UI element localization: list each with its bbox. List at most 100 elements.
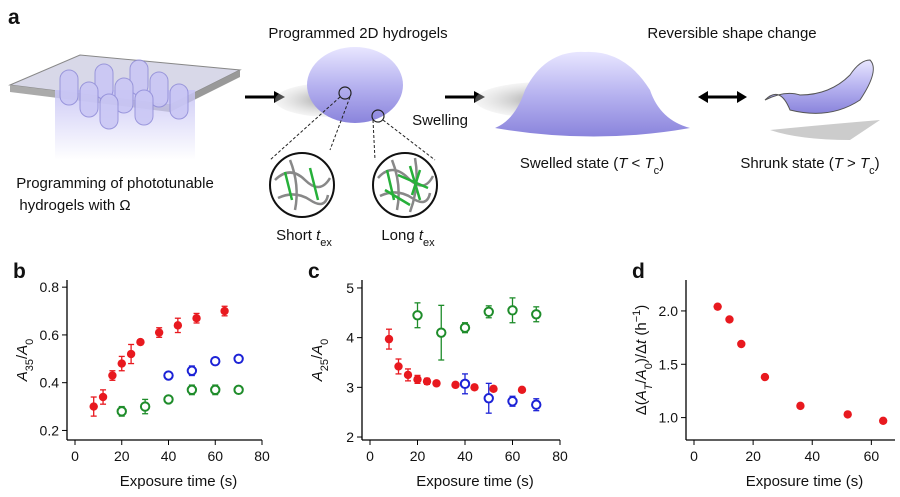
panel-label: a <box>8 6 20 29</box>
y-tick-label: 4 <box>346 330 354 346</box>
panel-label: c <box>308 260 320 283</box>
text-part: t <box>633 339 650 344</box>
x-tick-label: 60 <box>505 448 521 464</box>
point <box>796 401 805 411</box>
shrunk-gel <box>764 59 874 114</box>
point <box>186 365 198 376</box>
y-axis-label: A25/A0 <box>309 339 331 383</box>
x-tick-label: 40 <box>457 448 473 464</box>
photomask-illustration <box>8 54 242 160</box>
hydrogel <box>307 47 403 123</box>
text-part: ) <box>659 155 664 172</box>
text-part: T <box>860 155 871 172</box>
point <box>713 302 722 311</box>
point <box>233 353 244 365</box>
text-part: 25 <box>319 359 331 371</box>
zoom-lines <box>269 96 436 161</box>
x-tick-label: 80 <box>254 448 270 464</box>
text-part: ex <box>320 237 332 249</box>
point <box>394 362 403 371</box>
point <box>403 370 413 380</box>
point <box>760 372 770 382</box>
text-part: Long <box>381 227 419 244</box>
panel-label: d <box>632 260 645 283</box>
point <box>483 306 494 318</box>
point <box>210 355 221 367</box>
point <box>192 314 201 323</box>
text-part: A <box>309 345 326 356</box>
y-tick-label: 2.0 <box>659 303 679 319</box>
text-part: / <box>633 378 650 383</box>
point <box>116 406 127 417</box>
point <box>139 401 151 412</box>
y-axis-label: A35/A0 <box>14 339 36 383</box>
text-part: 0 <box>319 339 331 345</box>
text-part: ) <box>875 155 880 172</box>
text-part: ) <box>633 305 650 310</box>
x-tick-label: 0 <box>71 448 79 464</box>
point <box>725 315 734 324</box>
x-tick-label: 40 <box>804 448 820 464</box>
y-tick-label: 0.4 <box>40 375 60 391</box>
text-part: / <box>14 354 31 359</box>
text-part: A <box>633 390 650 401</box>
point <box>108 371 117 380</box>
label: Swelled state (T < Tc) <box>520 155 664 177</box>
heading: Reversible shape change <box>647 25 816 42</box>
point <box>89 402 98 411</box>
point <box>233 384 244 396</box>
text-part: 0 <box>643 363 655 369</box>
y-tick-label: 1.5 <box>659 356 679 372</box>
point <box>459 322 471 333</box>
text-part: Swelled state ( <box>520 155 618 172</box>
point <box>507 396 518 407</box>
point <box>483 393 494 404</box>
y-tick-label: 5 <box>346 280 354 296</box>
point <box>878 416 888 425</box>
text-part: A <box>633 369 650 380</box>
x-tick-label: 80 <box>552 448 568 464</box>
point <box>384 334 394 344</box>
point <box>163 370 174 381</box>
point <box>531 399 542 410</box>
network-long <box>372 152 438 218</box>
point <box>451 380 460 390</box>
point <box>470 383 479 392</box>
text-part: Short <box>276 227 316 244</box>
point <box>136 337 145 347</box>
text-part: 35 <box>24 359 36 371</box>
text-part: < <box>627 155 644 172</box>
point <box>186 384 198 396</box>
text-part: / <box>309 354 326 359</box>
text-part: A <box>14 371 31 382</box>
y-tick-label: 2 <box>346 429 354 445</box>
point <box>517 385 527 395</box>
point <box>98 392 108 402</box>
shadow <box>770 120 880 140</box>
y-tick-label: 1.0 <box>659 410 679 426</box>
point <box>737 339 746 349</box>
text-part: T <box>618 155 629 172</box>
text-part: Shrunk state ( <box>740 155 833 172</box>
x-tick-label: 20 <box>410 448 426 464</box>
network-short <box>269 152 335 218</box>
label: Programming of phototunable <box>16 175 214 192</box>
text-part: c <box>869 165 875 177</box>
text-part: (h <box>633 322 650 340</box>
text-part: T <box>645 155 656 172</box>
label: Short tex <box>276 227 332 249</box>
point <box>210 384 221 396</box>
text-part: T <box>834 155 845 172</box>
x-tick-label: 20 <box>745 448 761 464</box>
y-axis-label: Δ(AT/A0)/Δt (h−1) <box>631 305 655 416</box>
y-tick-label: 3 <box>346 379 354 395</box>
text-part: ex <box>423 237 435 249</box>
x-axis-label: Exposure time (s) <box>746 473 864 490</box>
point <box>489 384 498 394</box>
x-tick-label: 40 <box>161 448 177 464</box>
x-tick-label: 60 <box>864 448 880 464</box>
point <box>412 310 423 321</box>
point <box>154 328 164 337</box>
x-tick-label: 0 <box>690 448 698 464</box>
y-tick-label: 0.8 <box>40 279 60 295</box>
